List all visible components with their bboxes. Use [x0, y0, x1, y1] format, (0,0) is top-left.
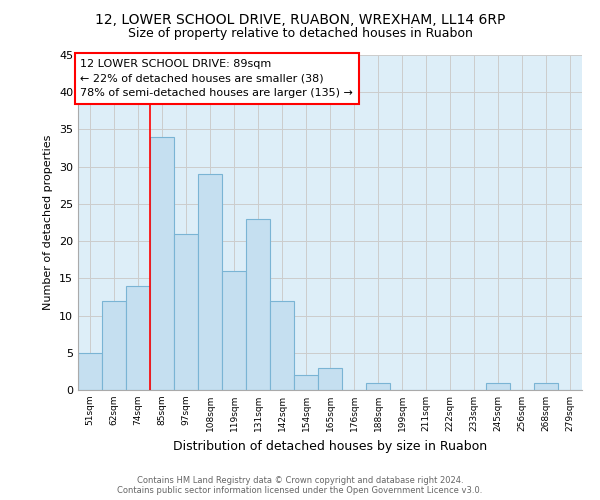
Bar	[366, 382, 390, 390]
Text: 12, LOWER SCHOOL DRIVE, RUABON, WREXHAM, LL14 6RP: 12, LOWER SCHOOL DRIVE, RUABON, WREXHAM,…	[95, 12, 505, 26]
Bar	[102, 300, 126, 390]
Text: Size of property relative to detached houses in Ruabon: Size of property relative to detached ho…	[128, 28, 472, 40]
Bar	[150, 137, 174, 390]
Bar	[78, 353, 102, 390]
Y-axis label: Number of detached properties: Number of detached properties	[43, 135, 53, 310]
Bar	[246, 219, 270, 390]
Bar	[534, 382, 558, 390]
Bar	[486, 382, 510, 390]
Bar	[318, 368, 342, 390]
X-axis label: Distribution of detached houses by size in Ruabon: Distribution of detached houses by size …	[173, 440, 487, 452]
Bar	[222, 271, 246, 390]
Bar	[270, 300, 294, 390]
Bar	[126, 286, 150, 390]
Text: Contains HM Land Registry data © Crown copyright and database right 2024.
Contai: Contains HM Land Registry data © Crown c…	[118, 476, 482, 495]
Text: 12 LOWER SCHOOL DRIVE: 89sqm
← 22% of detached houses are smaller (38)
78% of se: 12 LOWER SCHOOL DRIVE: 89sqm ← 22% of de…	[80, 58, 353, 98]
Bar	[174, 234, 198, 390]
Bar	[198, 174, 222, 390]
Bar	[294, 375, 318, 390]
